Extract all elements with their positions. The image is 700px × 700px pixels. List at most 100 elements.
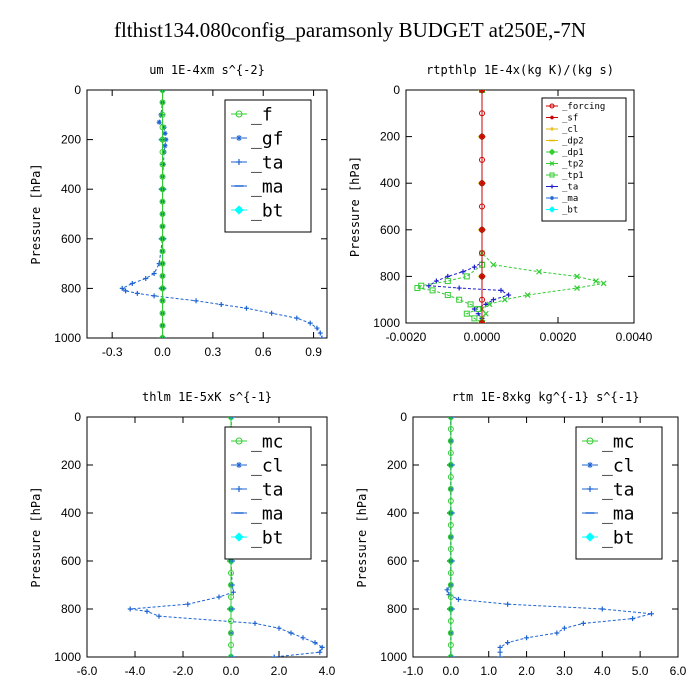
x-tick-label: 2.0	[518, 664, 535, 678]
data-point	[159, 111, 166, 118]
y-tick-label: 400	[61, 506, 81, 520]
y-tick-label: 400	[61, 182, 81, 196]
data-point	[536, 268, 542, 275]
data-point	[506, 292, 512, 298]
x-tick-label: 1.0	[480, 664, 497, 678]
data-point	[447, 630, 454, 636]
figure-title: flthist134.080config_paramsonly BUDGET a…	[113, 18, 587, 42]
data-point	[158, 112, 164, 118]
legend-label: _tp1	[562, 171, 584, 181]
data-point	[490, 297, 496, 303]
series-f	[159, 90, 166, 338]
data-point	[429, 287, 436, 294]
chart-panel-2: rtpthlp 1E-4x(kg K)/(kg s) Pressure [hPa]…	[348, 63, 653, 344]
data-point	[456, 285, 462, 291]
legend-label: _ta	[251, 479, 284, 500]
data-point	[463, 310, 470, 317]
y-axis-label: Pressure [hPa]	[29, 163, 43, 264]
y-tick-label: 200	[61, 458, 81, 472]
data-point	[228, 654, 234, 657]
legend-label: _dp2	[562, 137, 584, 147]
y-tick-label: 200	[61, 133, 81, 147]
data-point	[447, 474, 454, 480]
y-tick-label: 200	[387, 458, 407, 472]
x-tick-label: 0.0	[154, 345, 171, 359]
data-point	[479, 90, 485, 93]
data-point	[228, 582, 234, 588]
x-tick-label: 0.3	[205, 345, 222, 359]
data-point	[159, 273, 166, 279]
data-point	[119, 285, 125, 291]
data-point	[134, 290, 140, 296]
x-tick-label: -1.0	[403, 664, 424, 678]
data-point	[216, 594, 222, 600]
data-point	[319, 644, 325, 650]
data-point	[228, 570, 234, 576]
data-point	[159, 198, 166, 205]
data-point	[479, 110, 485, 117]
y-tick-label: 800	[380, 269, 400, 283]
y-axis-label: Pressure [hPa]	[29, 486, 43, 587]
data-point	[144, 608, 150, 614]
data-point	[159, 235, 166, 242]
data-point	[161, 124, 167, 130]
legend-label: _f	[251, 104, 273, 125]
data-point	[159, 90, 166, 93]
data-point	[574, 285, 580, 291]
data-point	[649, 611, 654, 617]
data-point	[151, 271, 157, 277]
data-point	[444, 278, 451, 285]
data-point	[159, 248, 166, 255]
legend-marker	[550, 184, 554, 189]
series-tp1	[414, 90, 485, 323]
data-point	[159, 260, 166, 267]
data-point	[228, 630, 234, 636]
legend-label: _tp2	[562, 160, 584, 170]
data-point	[159, 173, 166, 180]
data-point	[482, 310, 489, 317]
data-point	[319, 335, 325, 338]
panel-title: rtpthlp 1E-4x(kg K)/(kg s)	[426, 63, 614, 77]
legend-marker	[234, 205, 244, 215]
data-point	[414, 285, 421, 292]
legend-label: _bt	[602, 527, 635, 548]
data-point	[160, 161, 166, 167]
data-point	[460, 269, 466, 275]
legend-label: _ma	[562, 194, 578, 204]
y-tick-label: 1000	[373, 316, 400, 330]
legend-marker	[235, 437, 243, 445]
data-point	[447, 486, 454, 492]
data-point	[479, 156, 485, 163]
data-point	[447, 654, 454, 657]
data-point	[505, 601, 511, 607]
data-point	[159, 211, 166, 217]
legend-label: _ma	[602, 503, 635, 524]
data-point	[479, 226, 485, 233]
chart-panel-3: thlm 1E-5xK s^{-1} Pressure [hPa] 0 200 400 6…	[29, 390, 336, 678]
data-point	[294, 315, 300, 321]
data-point	[447, 522, 454, 528]
plot-frame	[86, 89, 328, 339]
legend-label: _bt	[251, 200, 284, 221]
plot-area	[444, 417, 654, 657]
data-point	[455, 596, 461, 602]
data-point	[447, 570, 454, 576]
data-point	[447, 534, 454, 540]
y-tick-label: 600	[61, 554, 81, 568]
legend-label: _cl	[562, 125, 578, 135]
data-point	[447, 618, 454, 624]
data-point	[447, 642, 454, 648]
data-point	[159, 322, 166, 329]
legend: _forcing _sf_cl _dp2_dp1 _tp2_tp1 _ta_ma _bt	[541, 97, 627, 222]
legend-marker	[586, 437, 594, 445]
legend-marker	[236, 159, 242, 165]
data-point	[599, 606, 605, 612]
legend-label: _ma	[251, 176, 284, 197]
data-point	[123, 288, 129, 294]
data-point	[271, 654, 277, 657]
data-point	[593, 278, 599, 284]
data-point	[433, 278, 439, 284]
data-point	[497, 654, 503, 657]
legend-label: _sf	[562, 114, 578, 124]
